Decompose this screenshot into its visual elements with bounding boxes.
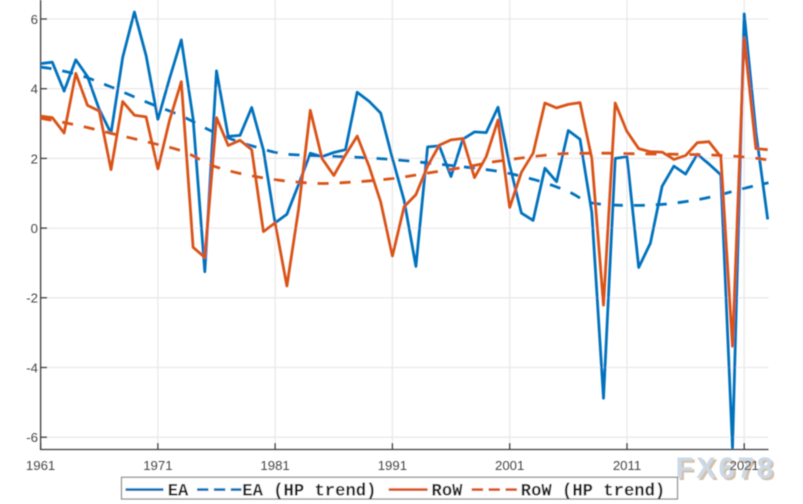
svg-text:2021: 2021: [730, 458, 759, 473]
svg-text:EA: EA: [168, 482, 189, 501]
svg-text:RoW (HP trend): RoW (HP trend): [521, 482, 665, 501]
svg-text:RoW: RoW: [432, 482, 464, 501]
svg-text:2: 2: [31, 151, 38, 166]
svg-text:-2: -2: [26, 291, 38, 306]
svg-text:2001: 2001: [495, 458, 524, 473]
svg-text:1991: 1991: [378, 458, 407, 473]
svg-text:1961: 1961: [26, 458, 55, 473]
svg-text:-4: -4: [26, 360, 38, 375]
svg-text:4: 4: [31, 82, 38, 97]
svg-text:6: 6: [31, 12, 38, 27]
svg-text:FX678: FX678: [676, 452, 776, 485]
svg-text:-6: -6: [26, 430, 38, 445]
svg-text:0: 0: [31, 221, 38, 236]
svg-text:1981: 1981: [260, 458, 289, 473]
svg-text:FX678: FX678: [678, 454, 778, 487]
svg-text:2011: 2011: [613, 458, 641, 473]
svg-text:1971: 1971: [143, 458, 172, 473]
svg-text:EA (HP trend): EA (HP trend): [242, 482, 376, 501]
